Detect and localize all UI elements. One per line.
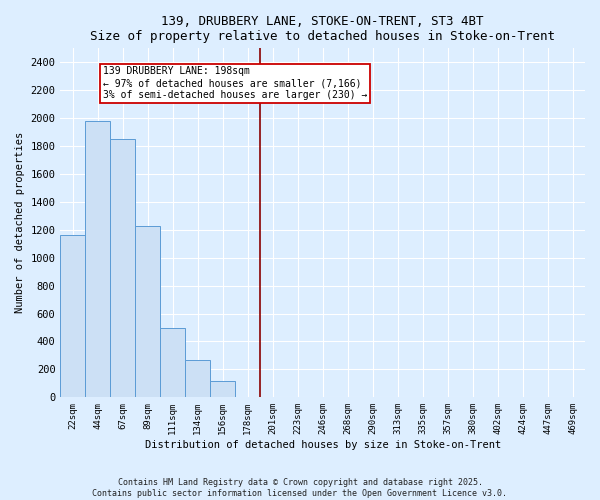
Bar <box>210 380 235 398</box>
Bar <box>61 236 85 398</box>
Bar <box>185 360 210 398</box>
Bar <box>136 226 160 398</box>
Bar <box>85 121 110 398</box>
Title: 139, DRUBBERY LANE, STOKE-ON-TRENT, ST3 4BT
Size of property relative to detache: 139, DRUBBERY LANE, STOKE-ON-TRENT, ST3 … <box>90 15 555 43</box>
X-axis label: Distribution of detached houses by size in Stoke-on-Trent: Distribution of detached houses by size … <box>145 440 501 450</box>
Bar <box>110 139 136 398</box>
Y-axis label: Number of detached properties: Number of detached properties <box>15 132 25 314</box>
Text: 139 DRUBBERY LANE: 198sqm
← 97% of detached houses are smaller (7,166)
3% of sem: 139 DRUBBERY LANE: 198sqm ← 97% of detac… <box>103 66 367 100</box>
Bar <box>160 328 185 398</box>
Text: Contains HM Land Registry data © Crown copyright and database right 2025.
Contai: Contains HM Land Registry data © Crown c… <box>92 478 508 498</box>
